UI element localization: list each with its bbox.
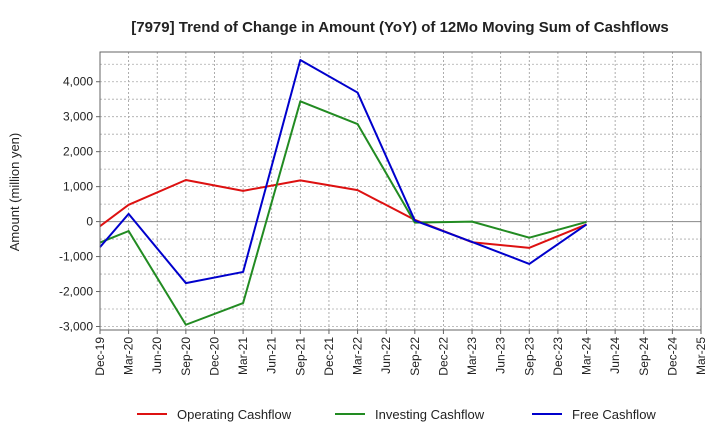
plot-frame bbox=[99, 51, 702, 331]
y-tick-label: 4,000 bbox=[63, 75, 93, 89]
y-tick-label: 3,000 bbox=[63, 110, 93, 124]
y-tick-label: 0 bbox=[86, 215, 93, 229]
y-tick-label: -1,000 bbox=[59, 250, 93, 264]
series-layer bbox=[99, 59, 588, 326]
legend-item-free-cashflow: Free Cashflow bbox=[532, 407, 656, 422]
x-tick-labels: Dec-19 Mar-20 Jun-20 Sep-20 Dec-20 Mar-21 Jun-… bbox=[93, 330, 708, 376]
x-tick-label: Dec-24 bbox=[665, 337, 679, 376]
x-tick-label: Dec-20 bbox=[207, 337, 221, 376]
legend: Operating Cashflow Investing Cashflow Free… bbox=[137, 407, 656, 422]
legend-label: Operating Cashflow bbox=[177, 407, 292, 422]
legend-item-operating-cashflow: Operating Cashflow bbox=[137, 407, 292, 422]
x-tick-label: Jun-21 bbox=[265, 337, 279, 374]
x-tick-label: Dec-22 bbox=[436, 337, 450, 376]
y-tick-label: -3,000 bbox=[59, 320, 93, 334]
x-tick-label: Mar-21 bbox=[236, 337, 250, 375]
y-axis-label: Amount (million yen) bbox=[7, 133, 22, 252]
x-tick-label: Mar-22 bbox=[351, 337, 365, 375]
x-tick-label: Sep-23 bbox=[522, 337, 536, 376]
x-tick-label: Jun-22 bbox=[379, 337, 393, 374]
legend-label: Free Cashflow bbox=[572, 407, 656, 422]
x-tick-label: Jun-20 bbox=[150, 337, 164, 374]
x-tick-label: Sep-20 bbox=[179, 337, 193, 376]
investing-cashflow-line bbox=[99, 100, 587, 326]
y-tick-label: 1,000 bbox=[63, 180, 93, 194]
y-tick-label: -2,000 bbox=[59, 285, 93, 299]
x-tick-label: Mar-24 bbox=[580, 337, 594, 375]
chart-title: [7979] Trend of Change in Amount (YoY) o… bbox=[131, 19, 669, 36]
x-tick-label: Jun-23 bbox=[494, 337, 508, 374]
x-tick-label: Dec-23 bbox=[551, 337, 565, 376]
x-tick-label: Sep-24 bbox=[637, 337, 651, 376]
x-tick-label: Sep-21 bbox=[293, 337, 307, 376]
legend-item-investing-cashflow: Investing Cashflow bbox=[335, 407, 485, 422]
grid-layer bbox=[100, 52, 701, 330]
x-tick-label: Mar-20 bbox=[122, 337, 136, 375]
x-tick-label: Dec-19 bbox=[93, 337, 107, 376]
x-tick-label: Mar-25 bbox=[694, 337, 708, 375]
x-tick-label: Sep-22 bbox=[408, 337, 422, 376]
y-tick-labels: -3,000 -2,000 -1,000 0 1,000 2,000 3,000 4,000 bbox=[59, 75, 100, 334]
x-tick-label: Dec-21 bbox=[322, 337, 336, 376]
y-tick-label: 2,000 bbox=[63, 145, 93, 159]
x-tick-label: Mar-23 bbox=[465, 337, 479, 375]
x-tick-label: Jun-24 bbox=[608, 337, 622, 374]
operating-cashflow-line bbox=[99, 178, 587, 249]
legend-label: Investing Cashflow bbox=[375, 407, 485, 422]
free-cashflow-line bbox=[99, 59, 588, 285]
